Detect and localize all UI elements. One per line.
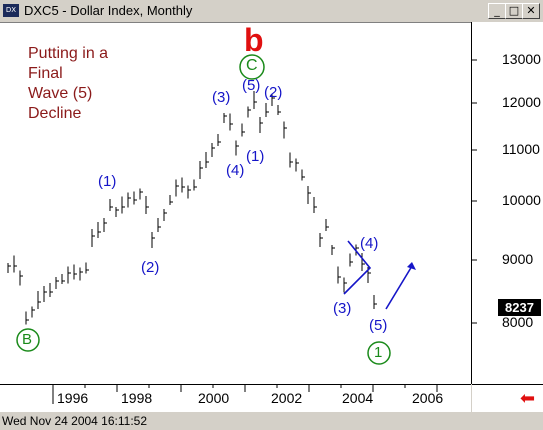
wave-b-circle [16, 328, 40, 352]
note-line: Final [28, 65, 63, 82]
last-price-tag: 8237 [498, 299, 541, 316]
wave-1-circle [367, 341, 391, 365]
wave-note: Putting in a Final Wave (5) Decline [28, 44, 108, 124]
wave-label: (4) [360, 235, 379, 252]
wave-label: (5) [369, 317, 388, 334]
x-tick-label: 1996 [57, 390, 89, 406]
wave-label: (2) [264, 84, 283, 101]
wave-annotations [343, 240, 413, 310]
note-line: Decline [28, 105, 82, 122]
wave-label: (3) [212, 89, 231, 106]
y-tick-label: 9000 [502, 251, 534, 267]
window-title: DXC5 - Dollar Index, Monthly [24, 3, 193, 18]
time-axis[interactable] [0, 384, 471, 413]
scroll-left-arrow-icon[interactable]: ⬅ [520, 388, 536, 409]
x-tick-label: 2006 [412, 390, 444, 406]
wave-label: (5) [242, 77, 261, 94]
axis-corner [472, 384, 543, 413]
wave-label: (3) [333, 300, 352, 317]
price-axis[interactable] [471, 22, 543, 384]
x-tick-label: 2000 [198, 390, 230, 406]
wave-b-circle-label: B [22, 331, 33, 348]
minimize-button[interactable]: _ [488, 3, 506, 19]
x-tick-label: 2004 [342, 390, 374, 406]
wave-label: (1) [246, 148, 265, 165]
y-tick-label: 12000 [502, 94, 541, 110]
wave-b-label: b [244, 22, 264, 58]
note-line: Wave (5) [28, 85, 93, 102]
y-tick-label: 10000 [502, 192, 541, 208]
x-tick-label: 2002 [271, 390, 303, 406]
wave-label: (2) [141, 259, 160, 276]
note-line: Putting in a [28, 45, 109, 62]
x-tick-label: 1998 [121, 390, 153, 406]
y-tick-label: 13000 [502, 51, 541, 67]
wave-c-label: C [246, 57, 258, 74]
close-button[interactable]: ✕ [522, 3, 540, 19]
chart-app-icon[interactable]: DX [3, 4, 19, 17]
ohlc-bars [7, 91, 377, 325]
up-arrow-icon [407, 262, 416, 270]
wave-label: (1) [98, 173, 117, 190]
status-datetime: Wed Nov 24 2004 16:11:52 [2, 414, 147, 428]
title-bar: DX DXC5 - Dollar Index, Monthly _ □ ✕ [0, 0, 543, 22]
status-bar: Wed Nov 24 2004 16:11:52 [0, 412, 543, 430]
chart-plot-area[interactable] [0, 22, 471, 385]
y-tick-label: 8000 [502, 314, 534, 330]
wave-label: (4) [226, 162, 245, 179]
wave-c-circle [239, 54, 265, 80]
y-tick-label: 11000 [502, 141, 540, 157]
wave-1-label: 1 [374, 344, 383, 361]
